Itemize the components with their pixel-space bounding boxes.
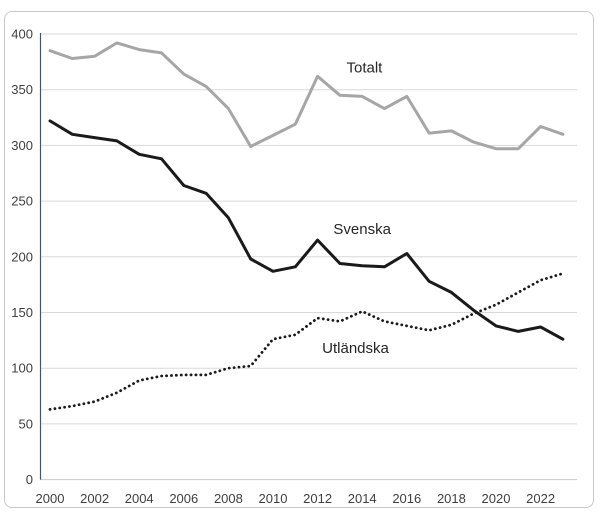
series-line-svenska bbox=[48, 119, 565, 341]
series-label-utlndska: Utländska bbox=[322, 340, 389, 357]
series-line-totalt bbox=[48, 41, 565, 151]
x-tick-label: 2022 bbox=[526, 491, 555, 506]
x-tick-label: 2018 bbox=[437, 491, 466, 506]
x-tick-label: 2000 bbox=[36, 491, 65, 506]
y-tick-label: 350 bbox=[11, 82, 33, 97]
y-tick-label: 250 bbox=[11, 194, 33, 209]
x-tick-label: 2016 bbox=[392, 491, 421, 506]
y-tick-label: 300 bbox=[11, 138, 33, 153]
x-tick-label: 2004 bbox=[125, 491, 154, 506]
chart-frame bbox=[4, 11, 594, 508]
x-tick-label: 2008 bbox=[214, 491, 243, 506]
x-tick-label: 2012 bbox=[303, 491, 332, 506]
y-tick-label: 150 bbox=[11, 305, 33, 320]
series-label-totalt: Totalt bbox=[347, 59, 384, 76]
y-tick-label: 0 bbox=[26, 472, 33, 487]
series-line-utlndska bbox=[48, 272, 565, 411]
series-label-svenska: Svenska bbox=[333, 221, 391, 238]
x-tick-label: 2002 bbox=[80, 491, 109, 506]
x-tick-label: 2014 bbox=[348, 491, 377, 506]
x-tick-label: 2006 bbox=[169, 491, 198, 506]
y-tick-label: 400 bbox=[11, 27, 33, 42]
y-tick-label: 50 bbox=[19, 416, 33, 431]
y-tick-label: 200 bbox=[11, 249, 33, 264]
x-tick-label: 2020 bbox=[482, 491, 511, 506]
y-tick-label: 100 bbox=[11, 361, 33, 376]
x-tick-label: 2010 bbox=[259, 491, 288, 506]
